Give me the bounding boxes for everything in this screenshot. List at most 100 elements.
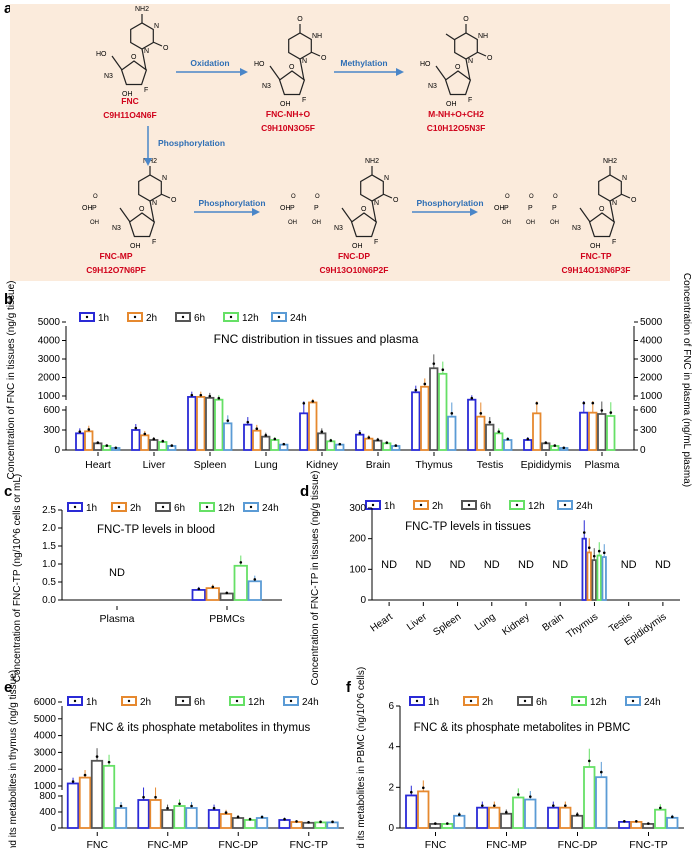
phosphorylation-arrow-2: Phosphorylation bbox=[194, 198, 266, 216]
panel-e-legend-dot-6h bbox=[181, 699, 185, 703]
molecule-fnc-mp-azide: N3 bbox=[112, 225, 121, 232]
methylation-arrow: Methylation bbox=[334, 58, 404, 76]
panel-b-point-heart-2h bbox=[87, 428, 91, 431]
panel-b-bar-thymus-24h bbox=[447, 415, 457, 451]
panel-b-xlabel-kidney: Kidney bbox=[306, 459, 339, 471]
panel-c-legend-dot-6h bbox=[161, 505, 165, 509]
panel-b-bar-thymus-1h bbox=[411, 391, 421, 451]
molecule-fnc-tp-ring-n-top: N bbox=[622, 175, 627, 182]
panel-e-point-fnc-mp-2h bbox=[154, 795, 157, 799]
panel-f-bar-fnc-dp-6h bbox=[571, 814, 584, 829]
panel-f-ylabel: FNC and its metabolites in PBMC (ng/10^6… bbox=[356, 667, 367, 848]
panel-b-point-liver-6h bbox=[152, 437, 156, 441]
panel-b-point-epididymis-1h bbox=[526, 437, 530, 441]
panel-f-xlabel-fnc: FNC bbox=[425, 839, 447, 848]
panel-d-point-thymus-24h bbox=[602, 551, 606, 555]
panel-b-legend-dot-24h bbox=[277, 315, 281, 319]
panel-b-bar-testis-6h bbox=[485, 423, 495, 451]
molecule-fnc-dp-sugar-ring bbox=[350, 212, 378, 238]
panel-b-yticklabel-right-2000: 2000 bbox=[640, 373, 663, 384]
panel-d-xlabel-thymus: Thymus bbox=[565, 611, 600, 640]
molecule-fnc-tp-sugar-ring bbox=[588, 212, 616, 238]
panel-b-point-testis-2h bbox=[479, 412, 483, 415]
molecule-fnc-nho-top-group: O bbox=[297, 16, 303, 23]
panel-e-point-fnc-2h bbox=[83, 773, 87, 777]
panel-b-point-thymus-24h bbox=[450, 412, 454, 415]
molecule-fnc-tp-phosphate-oh-3: OH bbox=[502, 220, 511, 226]
panel-e-bar-fnc-tp-6h bbox=[302, 821, 315, 829]
panel-b-point-brain-24h bbox=[394, 444, 398, 447]
panel-b-bar-epididymis-2h bbox=[532, 412, 542, 451]
panel-e-legend-dot-2h bbox=[127, 699, 131, 703]
panel-b-bar-thymus-12h bbox=[438, 372, 448, 451]
panel-b-point-plasma-2h bbox=[591, 401, 595, 405]
panel-d-xlabel-kidney: Kidney bbox=[500, 611, 531, 638]
molecule-fnc-tp-carbonyl-o: O bbox=[631, 197, 637, 204]
panel-f-legend-dot-12h bbox=[577, 699, 581, 703]
panel-d-nd-epididymis: ND bbox=[655, 559, 671, 571]
panel-b-legend-dot-12h bbox=[229, 315, 233, 319]
molecule-m-nho-ch2-glycosidic-bond bbox=[465, 58, 471, 81]
panel-e-ylabel: FNC and its metabolites in thymus (ng/g … bbox=[8, 670, 19, 848]
panel-c-yticklabel-3: 1.5 bbox=[42, 541, 56, 552]
panel-f-point-fnc-tp-1h bbox=[623, 819, 626, 823]
panel-e-bar-fnc-mp-24h bbox=[185, 807, 198, 829]
phosphorylation-arrow-1: Phosphorylation bbox=[144, 126, 225, 166]
panel-f-yticklabel-1: 2 bbox=[388, 782, 394, 793]
panel-b-point-heart-1h bbox=[78, 430, 82, 433]
panel-b-point-kidney-1h bbox=[302, 402, 306, 405]
panel-b-point-lung-24h bbox=[282, 442, 286, 446]
panel-e-legend-label-2h: 2h bbox=[140, 697, 151, 708]
molecule-fnc-dp-ring-n-top: N bbox=[384, 175, 389, 182]
molecule-fnc-mp-phosphate-oh-1: OH bbox=[90, 220, 99, 226]
panel-b-point-lung-6h bbox=[264, 434, 268, 437]
panel-d-bar-thymus-24h bbox=[601, 556, 607, 601]
panel-f-point-fnc-mp-24h bbox=[529, 795, 532, 798]
panel-c-point-pbmcs-1h bbox=[197, 587, 201, 591]
molecule-fnc-tp-fluorine: F bbox=[612, 239, 616, 246]
panel-f-point-fnc-tp-6h bbox=[647, 822, 650, 825]
molecule-fnc-ring-n-bottom: N bbox=[144, 48, 149, 55]
panel-c-bar-pbmcs-2h bbox=[205, 587, 220, 601]
molecule-fnc-nho-glycosidic-bond bbox=[299, 58, 305, 81]
panel-e-point-fnc-dp-2h bbox=[224, 811, 228, 814]
molecule-fnc-tp-glycosidic-bond bbox=[609, 200, 615, 223]
molecule-fnc-mp-ring-n-bottom: N bbox=[152, 200, 157, 207]
panel-b-yticklabel-left-3000: 3000 bbox=[38, 354, 61, 365]
panel-c-point-pbmcs-12h bbox=[239, 561, 243, 564]
molecule-fnc-fluorine: F bbox=[144, 87, 148, 94]
molecule-fnc-carbonyl-o: O bbox=[163, 45, 169, 52]
panel-e-point-fnc-tp-6h bbox=[307, 820, 310, 824]
panel-d-legend-dot-24h bbox=[563, 503, 567, 507]
panel-b-point-epididymis-12h bbox=[553, 444, 557, 447]
panel-f-bar-fnc-mp-24h bbox=[524, 798, 537, 829]
panel-c-bar-pbmcs-12h bbox=[233, 564, 248, 601]
molecule-fnc-tp-phosphate-o-3: O bbox=[505, 194, 510, 200]
molecule-fnc-dp-terminal-oh: OH bbox=[280, 205, 291, 212]
panel-e-xlabel-fnc: FNC bbox=[86, 839, 108, 848]
panel-e-point-fnc-mp-24h bbox=[190, 804, 193, 808]
phosphorylation-label-2: Phosphorylation bbox=[198, 198, 265, 208]
molecule-fnc-tp-hydroxyl: OH bbox=[590, 243, 601, 250]
panel-e-bar-fnc-tp-1h bbox=[278, 819, 291, 829]
panel-d-legend-dot-12h bbox=[515, 503, 519, 507]
panel-b-xlabel-lung: Lung bbox=[254, 459, 278, 471]
panel-e-legend-dot-1h bbox=[73, 699, 77, 703]
compound-fnc-nho-name: FNC-NH+O bbox=[266, 109, 311, 119]
compound-fnc-mp-formula: C9H12O7N6PF bbox=[86, 265, 146, 275]
panel-c-legend-dot-2h bbox=[117, 505, 121, 509]
panel-e-point-fnc-dp-6h bbox=[236, 815, 240, 819]
panel-e-bar-fnc-12h bbox=[102, 764, 116, 829]
panel-c-legend-label-12h: 12h bbox=[218, 503, 235, 514]
panel-b-bar-lung-6h bbox=[261, 435, 271, 451]
panel-b-point-brain-6h bbox=[376, 438, 380, 442]
molecule-fnc-five-prime-group: HO bbox=[96, 51, 107, 58]
molecule-fnc-tp-carbonyl-bond bbox=[620, 193, 631, 199]
panel-c-bar-pbmcs-6h bbox=[219, 592, 234, 601]
panel-f-point-fnc-tp-2h bbox=[635, 819, 638, 823]
molecule-fnc-tp-terminal-oh: OH bbox=[494, 205, 505, 212]
panel-b-point-plasma-1h bbox=[582, 401, 586, 405]
panel-b-point-spleen-24h bbox=[226, 419, 230, 422]
compound-fnc-dp-name: FNC-DP bbox=[338, 251, 370, 261]
